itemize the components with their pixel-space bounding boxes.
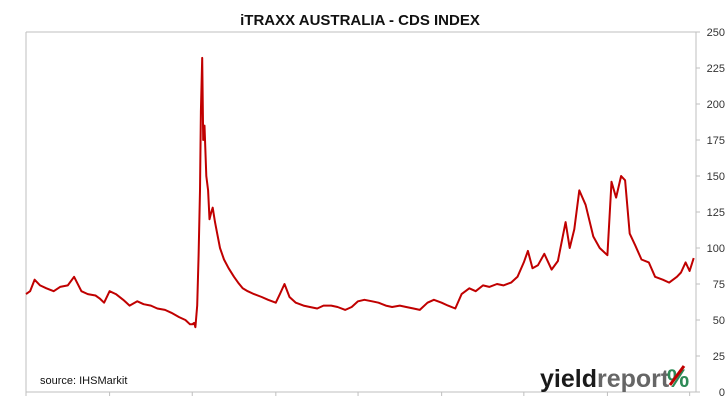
brand-logo: yieldreport: [540, 365, 670, 393]
brand-percent-symbol: %: [667, 365, 689, 393]
y-tick-label: 50: [713, 315, 725, 327]
y-tick-label: 25: [713, 351, 725, 363]
y-tick-label: 175: [707, 135, 725, 147]
series-layer: [25, 56, 695, 329]
y-tick-label: 75: [713, 279, 725, 291]
y-tick-label: 125: [707, 207, 725, 219]
series-line-cds-index: [25, 56, 695, 329]
brand-percent-slash: [668, 365, 686, 386]
y-tick-label: 225: [707, 63, 725, 75]
chart-title: iTRAXX AUSTRALIA - CDS INDEX: [240, 12, 480, 29]
y-tick-label: 100: [707, 243, 725, 255]
y-axis-ticks: 0 25 50 75 100 125 150 175 200 225 250: [696, 27, 725, 399]
source-label: source: IHSMarkit: [40, 375, 127, 387]
brand-word-yield: yield: [540, 365, 597, 393]
brand-percent-icon: %: [667, 365, 689, 393]
y-tick-label: 250: [707, 27, 725, 39]
y-tick-label: 0: [719, 387, 725, 399]
x-axis-ticks: Mar-19Sep-19Mar-20Sep-20Mar-21Sep-21Mar-…: [25, 392, 691, 396]
y-tick-label: 150: [707, 171, 725, 183]
brand-word-report: report: [597, 365, 670, 393]
y-tick-label: 200: [707, 99, 725, 111]
